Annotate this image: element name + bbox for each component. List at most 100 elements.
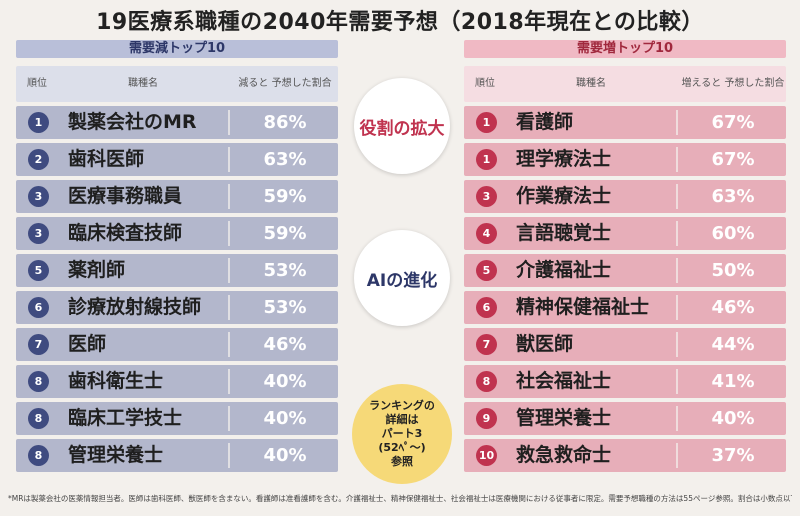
table-row: 5 薬剤師 53%	[16, 254, 338, 287]
table-row: 1 看護師 67%	[464, 106, 786, 139]
footnote: *MRは製薬会社の医薬情報担当者。医師は歯科医師、獣医師を含まない。看護師は准看…	[8, 494, 792, 503]
percent-column-label: 増えると 予想した割合	[681, 78, 785, 89]
table-row: 9 管理栄養士 40%	[464, 402, 786, 435]
table-row: 7 医師 46%	[16, 328, 338, 361]
percent-value: 63%	[711, 186, 755, 207]
rank-badge: 8	[28, 445, 49, 466]
ranking-line: パート3	[381, 427, 423, 440]
rank-badge: 7	[28, 334, 49, 355]
table-row: 10 救急救命士 37%	[464, 439, 786, 472]
cell-divider	[676, 147, 678, 172]
percent-value: 40%	[263, 445, 307, 466]
rank-badge: 8	[476, 371, 497, 392]
cell-divider	[676, 332, 678, 357]
decrease-panel-title: 需要減トップ10	[16, 40, 338, 58]
cell-divider	[676, 406, 678, 431]
table-row: 3 臨床検査技師 59%	[16, 217, 338, 250]
cell-divider	[676, 443, 678, 468]
percent-value: 63%	[263, 149, 307, 170]
chart-title: 19医療系職種の2040年需要予想（2018年現在との比較）	[96, 10, 704, 35]
increase-panel-title: 需要増トップ10	[464, 40, 786, 58]
percent-value: 40%	[263, 408, 307, 429]
decrease-column-header: 順位 職種名 減ると 予想した割合	[16, 66, 338, 102]
table-row: 2 歯科医師 63%	[16, 143, 338, 176]
job-name: 歯科医師	[68, 148, 145, 170]
table-row: 8 管理栄養士 40%	[16, 439, 338, 472]
table-row: 8 社会福祉士 41%	[464, 365, 786, 398]
job-name: 管理栄養士	[516, 407, 612, 429]
percent-value: 40%	[263, 371, 307, 392]
cell-divider	[228, 221, 230, 246]
rank-badge: 5	[476, 260, 497, 281]
job-name: 言語聴覚士	[516, 222, 612, 244]
percent-value: 67%	[711, 149, 755, 170]
rank-column-label: 順位	[475, 78, 495, 89]
cell-divider	[228, 258, 230, 283]
percent-value: 37%	[711, 445, 755, 466]
job-name: 介護福祉士	[516, 259, 612, 281]
job-name: 精神保健福祉士	[516, 296, 650, 318]
rank-badge: 2	[28, 149, 49, 170]
decrease-panel: 需要減トップ10 順位 職種名 減ると 予想した割合 1 製薬会社のMR 86% 2 歯…	[16, 40, 338, 476]
ranking-line: (52ﾍﾟ～)	[378, 441, 426, 454]
cell-divider	[228, 406, 230, 431]
decrease-rows: 1 製薬会社のMR 86% 2 歯科医師 63% 3 医療事務職員 59% 3 臨床検査技師 59% 5…	[16, 106, 338, 472]
rank-badge: 5	[28, 260, 49, 281]
table-row: 8 臨床工学技士 40%	[16, 402, 338, 435]
increase-panel: 需要増トップ10 順位 職種名 増えると 予想した割合 1 看護師 67% 1 理学療法…	[464, 40, 786, 476]
percent-value: 41%	[711, 371, 755, 392]
job-name: 製薬会社のMR	[68, 111, 197, 133]
rank-badge: 3	[28, 223, 49, 244]
cell-divider	[676, 295, 678, 320]
percent-value: 40%	[711, 408, 755, 429]
table-row: 5 介護福祉士 50%	[464, 254, 786, 287]
rank-badge: 4	[476, 223, 497, 244]
percent-value: 59%	[263, 186, 307, 207]
table-row: 1 製薬会社のMR 86%	[16, 106, 338, 139]
percent-value: 44%	[711, 334, 755, 355]
table-row: 7 獣医師 44%	[464, 328, 786, 361]
job-name: 理学療法士	[516, 148, 612, 170]
job-column-label: 職種名	[576, 78, 606, 89]
rank-column-label: 順位	[27, 78, 47, 89]
table-row: 4 言語聴覚士 60%	[464, 217, 786, 250]
percent-value: 46%	[263, 334, 307, 355]
percent-value: 67%	[711, 112, 755, 133]
table-row: 3 作業療法士 63%	[464, 180, 786, 213]
cell-divider	[228, 147, 230, 172]
rank-badge: 10	[476, 445, 497, 466]
rank-badge: 1	[28, 112, 49, 133]
rank-badge: 6	[28, 297, 49, 318]
increase-column-header: 順位 職種名 増えると 予想した割合	[464, 66, 786, 102]
job-name: 社会福祉士	[516, 370, 612, 392]
table-row: 8 歯科衛生士 40%	[16, 365, 338, 398]
job-name: 獣医師	[516, 333, 574, 355]
table-row: 1 理学療法士 67%	[464, 143, 786, 176]
rank-badge: 7	[476, 334, 497, 355]
percent-value: 53%	[263, 260, 307, 281]
job-name: 歯科衛生士	[68, 370, 164, 392]
ranking-line: ランキングの	[369, 399, 435, 412]
cell-divider	[228, 110, 230, 135]
cell-divider	[676, 184, 678, 209]
job-name: 薬剤師	[68, 259, 126, 281]
job-name: 診療放射線技師	[68, 296, 202, 318]
cell-divider	[228, 369, 230, 394]
role-expansion-bubble: 役割の拡大	[354, 78, 450, 174]
job-name: 作業療法士	[516, 185, 612, 207]
job-name: 看護師	[516, 111, 574, 133]
rank-badge: 1	[476, 149, 497, 170]
percent-value: 50%	[711, 260, 755, 281]
table-row: 6 診療放射線技師 53%	[16, 291, 338, 324]
job-name: 救急救命士	[516, 444, 612, 466]
percent-value: 46%	[711, 297, 755, 318]
ranking-line: 参照	[391, 455, 413, 468]
cell-divider	[676, 369, 678, 394]
job-name: 管理栄養士	[68, 444, 164, 466]
rank-badge: 3	[28, 186, 49, 207]
percent-value: 53%	[263, 297, 307, 318]
table-row: 3 医療事務職員 59%	[16, 180, 338, 213]
rank-badge: 3	[476, 186, 497, 207]
ai-evolution-bubble: AIの進化	[354, 230, 450, 326]
job-name: 臨床検査技師	[68, 222, 183, 244]
